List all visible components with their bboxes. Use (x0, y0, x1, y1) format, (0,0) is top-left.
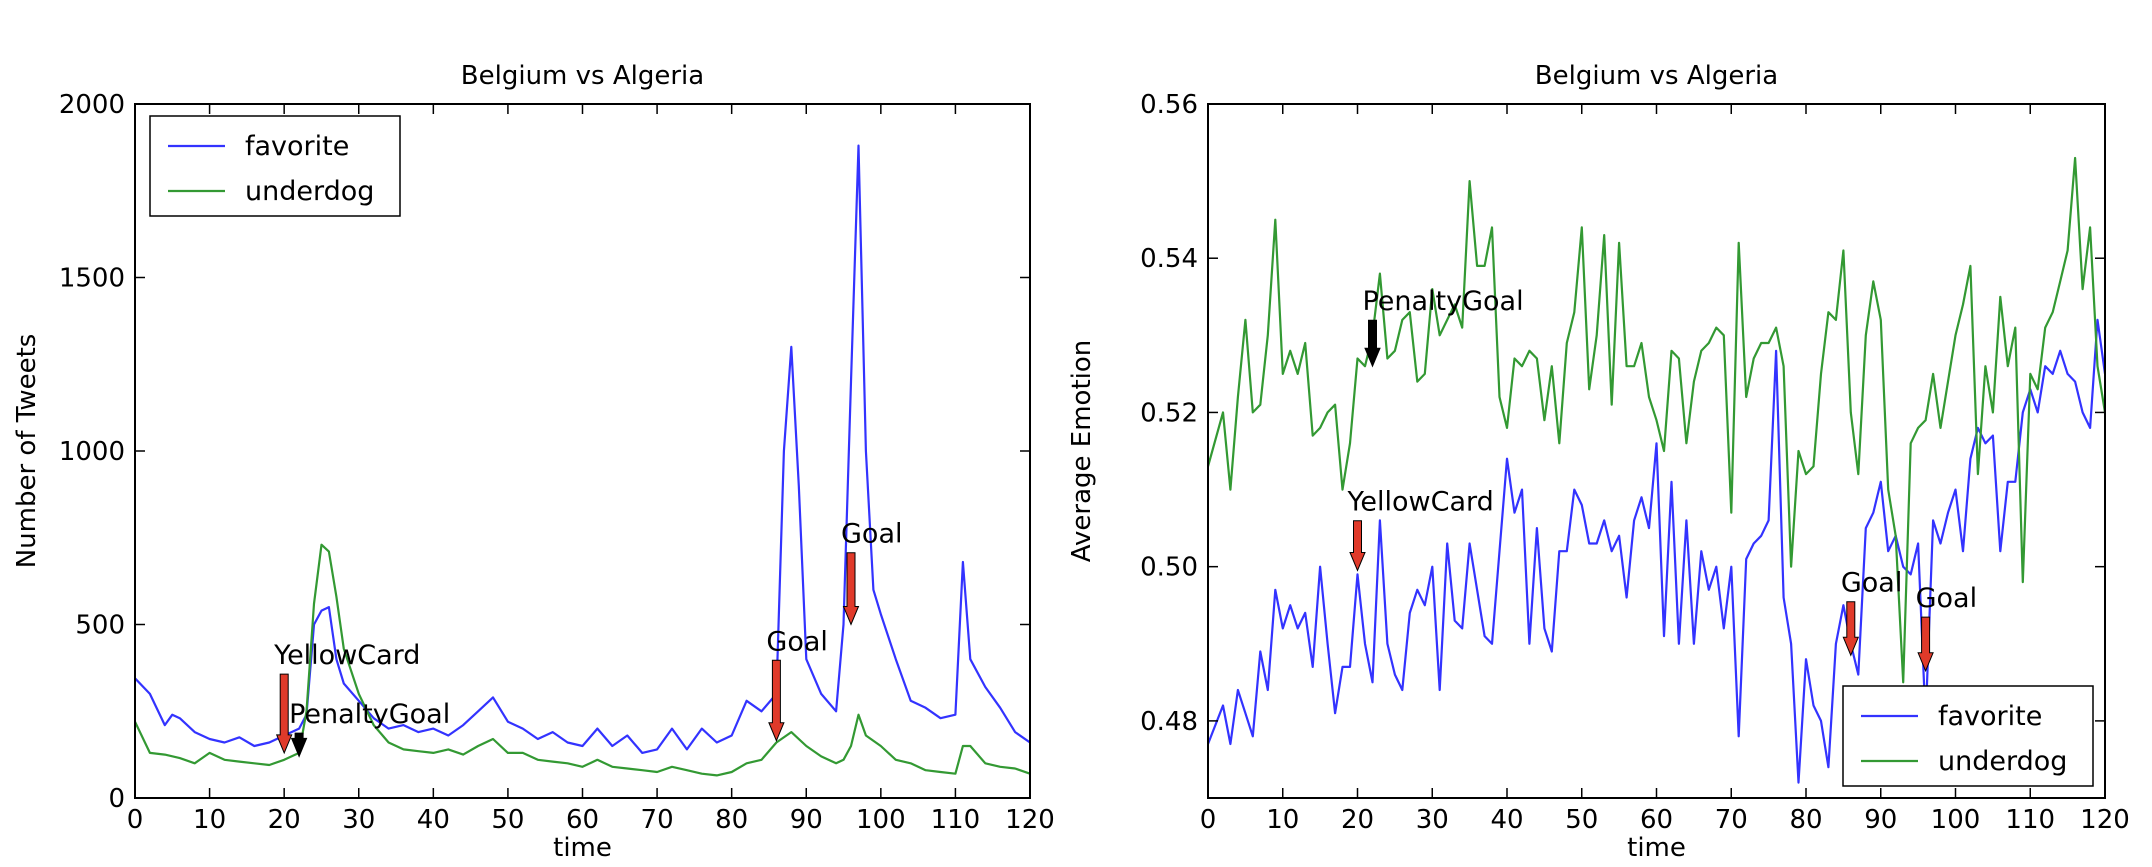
y-tick-label: 0.52 (1140, 398, 1198, 428)
x-axis: 0 10 20 30 40 50 60 70 80 90 100 110 120 time (1200, 104, 2130, 863)
x-tick-label: 10 (1266, 805, 1299, 835)
chart-1: YellowCard PenaltyGoal Goal Goal 0 10 20 30 40 50… (12, 61, 1055, 863)
x-tick-label: 60 (566, 805, 599, 835)
x-tick-label: 100 (856, 805, 906, 835)
annotation-penaltygoal: PenaltyGoal (289, 699, 450, 758)
y-axis: 0 500 1000 1500 2000 Number of Tweets (12, 90, 1030, 814)
annotation-label: YellowCard (1347, 487, 1494, 518)
annotation-label: Goal (1841, 568, 1903, 599)
y-tick-label: 0.54 (1140, 244, 1198, 274)
legend: favorite underdog (149, 115, 401, 217)
plot-area (135, 144, 1030, 777)
legend-box (149, 115, 401, 217)
legend: favorite underdog (1842, 685, 2094, 787)
x-tick-label: 80 (1789, 805, 1822, 835)
annotation-goal: Goal (841, 519, 903, 626)
x-tick-label: 110 (2005, 805, 2055, 835)
plot-area (1208, 156, 2105, 784)
x-tick-label: 90 (790, 805, 823, 835)
y-axis: 0.48 0.50 0.52 0.54 0.56 Average Emotion (1067, 90, 2105, 737)
y-tick-label: 2000 (59, 90, 125, 120)
x-tick-label: 40 (417, 805, 450, 835)
annotation-arrow (1364, 319, 1381, 368)
annotation-goal: Goal (1916, 583, 1978, 673)
annotation-yellowcard: YellowCard (273, 640, 420, 755)
annotation-goal: Goal (1841, 568, 1903, 657)
annotation-arrow (275, 673, 293, 755)
y-tick-label: 500 (75, 611, 125, 641)
x-tick-label: 120 (2080, 805, 2130, 835)
legend-box (1842, 685, 2094, 787)
chart-title: Belgium vs Algeria (461, 61, 704, 91)
x-tick-label: 20 (1341, 805, 1374, 835)
x-tick-label: 40 (1490, 805, 1523, 835)
y-tick-label: 0.56 (1140, 90, 1198, 120)
annotation-arrow (842, 552, 860, 626)
y-axis-title: Number of Tweets (12, 334, 42, 569)
x-tick-label: 20 (268, 805, 301, 835)
chart-2: PenaltyGoal YellowCard Goal Goal 0 10 20 30 40 50… (1067, 61, 2130, 863)
annotation-arrow (290, 732, 308, 758)
x-tick-label: 0 (127, 805, 144, 835)
annotation-yellowcard: YellowCard (1347, 487, 1494, 572)
x-tick-label: 50 (491, 805, 524, 835)
annotation-arrow (1842, 601, 1860, 657)
y-axis-title: Average Emotion (1067, 340, 1097, 563)
x-tick-label: 120 (1005, 805, 1055, 835)
x-tick-label: 70 (1715, 805, 1748, 835)
y-tick-label: 0.48 (1140, 707, 1198, 737)
x-tick-label: 50 (1565, 805, 1598, 835)
annotation-penaltygoal: PenaltyGoal (1362, 286, 1524, 368)
x-tick-label: 0 (1200, 805, 1217, 835)
x-axis-title: time (1627, 833, 1686, 863)
annotation-arrow (1917, 616, 1934, 673)
chart-title: Belgium vs Algeria (1535, 61, 1778, 91)
series-line-favorite (135, 144, 1030, 754)
y-tick-label: 1500 (59, 264, 125, 294)
legend-label-underdog: underdog (245, 176, 374, 207)
x-tick-label: 70 (641, 805, 674, 835)
x-tick-label: 30 (1416, 805, 1449, 835)
annotation-label: Goal (1916, 583, 1978, 614)
x-tick-label: 80 (715, 805, 748, 835)
annotation-arrow (768, 659, 785, 743)
x-axis: 0 10 20 30 40 50 60 70 80 90 100 110 120 time (127, 104, 1055, 863)
legend-label-underdog: underdog (1938, 746, 2067, 777)
series-line-favorite (1208, 318, 2105, 784)
x-tick-label: 10 (193, 805, 226, 835)
x-axis-title: time (553, 833, 612, 863)
annotation-label: Goal (841, 519, 903, 550)
annotation-label: PenaltyGoal (1362, 286, 1523, 317)
x-tick-label: 100 (1931, 805, 1981, 835)
annotation-label: PenaltyGoal (289, 699, 450, 730)
legend-label-favorite: favorite (1938, 701, 2042, 732)
series-line-underdog (1208, 156, 2105, 684)
x-tick-label: 30 (342, 805, 375, 835)
y-tick-label: 0 (108, 784, 125, 814)
y-tick-label: 1000 (59, 437, 125, 467)
annotation-label: YellowCard (273, 640, 420, 671)
legend-label-favorite: favorite (245, 131, 349, 162)
annotation-goal: Goal (766, 626, 828, 743)
x-tick-label: 90 (1864, 805, 1897, 835)
x-tick-label: 110 (931, 805, 981, 835)
x-tick-label: 60 (1640, 805, 1673, 835)
annotation-arrow (1349, 520, 1366, 572)
annotation-label: Goal (766, 626, 828, 657)
y-tick-label: 0.50 (1140, 553, 1198, 583)
